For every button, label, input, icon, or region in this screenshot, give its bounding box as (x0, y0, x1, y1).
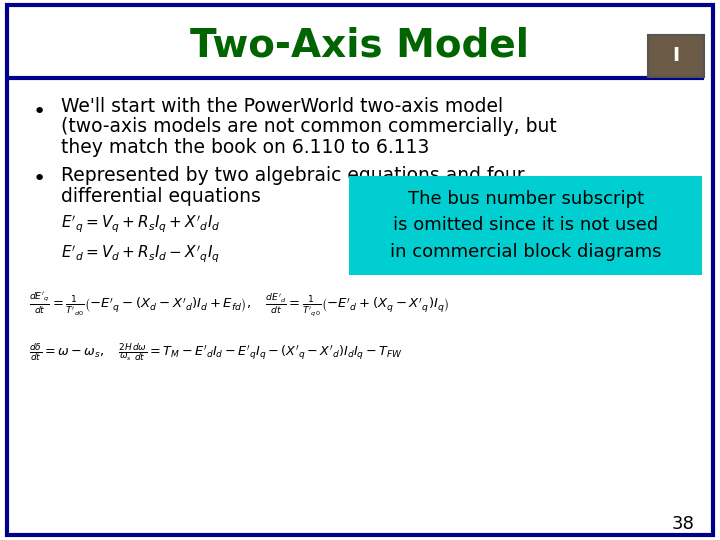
FancyBboxPatch shape (349, 176, 702, 275)
Text: •: • (33, 102, 46, 122)
Text: •: • (33, 169, 46, 190)
Text: $\frac{dE'_q}{dt} = \frac{1}{T'_{d0}}\left(-E'_q - (X_d - X'_d)I_d + E_{fd}\righ: $\frac{dE'_q}{dt} = \frac{1}{T'_{d0}}\le… (29, 290, 449, 318)
Text: they match the book on 6.110 to 6.113: they match the book on 6.110 to 6.113 (61, 138, 430, 157)
Text: 38: 38 (672, 515, 695, 533)
Text: (two-axis models are not common commercially, but: (two-axis models are not common commerci… (61, 117, 557, 137)
FancyBboxPatch shape (7, 5, 713, 535)
Text: differential equations: differential equations (61, 186, 261, 206)
Text: Represented by two algebraic equations and four: Represented by two algebraic equations a… (61, 166, 525, 185)
Text: $E'_q = V_q + R_s I_q + X'_d I_d$: $E'_q = V_q + R_s I_q + X'_d I_d$ (61, 213, 220, 235)
FancyBboxPatch shape (648, 35, 704, 77)
Text: $E'_d = V_d + R_s I_d - X'_q I_q$: $E'_d = V_d + R_s I_d - X'_q I_q$ (61, 244, 220, 266)
Text: $\frac{d\delta}{dt} = \omega - \omega_s, \quad \frac{2H}{\omega_s}\frac{d\omega}: $\frac{d\delta}{dt} = \omega - \omega_s,… (29, 341, 402, 363)
Text: Two-Axis Model: Two-Axis Model (191, 27, 529, 65)
Text: $\mathbf{I}$: $\mathbf{I}$ (672, 47, 680, 65)
Text: We'll start with the PowerWorld two-axis model: We'll start with the PowerWorld two-axis… (61, 97, 503, 116)
Text: The bus number subscript
is omitted since it is not used
in commercial block dia: The bus number subscript is omitted sinc… (390, 190, 662, 261)
